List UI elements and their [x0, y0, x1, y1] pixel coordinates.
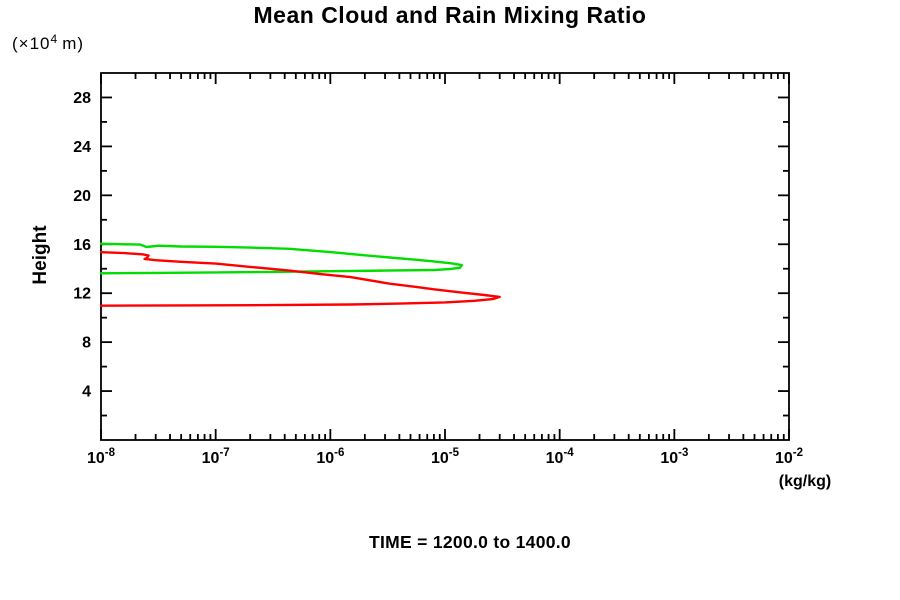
y-tick-label: 4: [82, 384, 91, 401]
x-tick-label: 10-7: [202, 447, 230, 467]
chart-title: Mean Cloud and Rain Mixing Ratio: [253, 2, 647, 28]
y-axis-tick-labels: 4 8 12 16 20 24 28: [73, 90, 91, 401]
y-axis-unit-label: (×104 m): [12, 32, 84, 54]
rain-profile-line: [99, 250, 501, 307]
x-tick-label: 10-4: [546, 447, 575, 467]
x-axis-tick-labels: 10-8 10-7 10-6 10-5 10-4 10-3 10-2: [87, 447, 803, 467]
y-unit-prefix: (×10: [12, 34, 51, 53]
y-unit-suffix: m): [62, 34, 85, 53]
y-tick-label: 28: [73, 90, 91, 107]
x-tick-label: 10-5: [431, 447, 460, 467]
x-axis-unit-label: (kg/kg): [778, 473, 832, 490]
y-tick-label: 20: [73, 188, 91, 205]
y-tick-label: 24: [73, 139, 91, 156]
time-range-label: TIME = 1200.0 to 1400.0: [369, 532, 571, 552]
data-series: [99, 242, 501, 307]
y-unit-exponent: 4: [50, 32, 58, 46]
x-tick-label: 10-2: [775, 447, 803, 467]
x-tick-label: 10-3: [660, 447, 688, 467]
y-tick-label: 12: [73, 286, 91, 303]
x-tick-label: 10-8: [87, 447, 116, 467]
x-tick-label: 10-6: [316, 447, 344, 467]
x-axis-ticks: [100, 73, 790, 440]
y-axis-ticks: [101, 96, 789, 417]
plot-frame: [100, 72, 790, 441]
y-tick-label: 16: [73, 237, 91, 254]
y-tick-label: 8: [82, 335, 91, 352]
cloud-profile-line: [99, 242, 463, 275]
